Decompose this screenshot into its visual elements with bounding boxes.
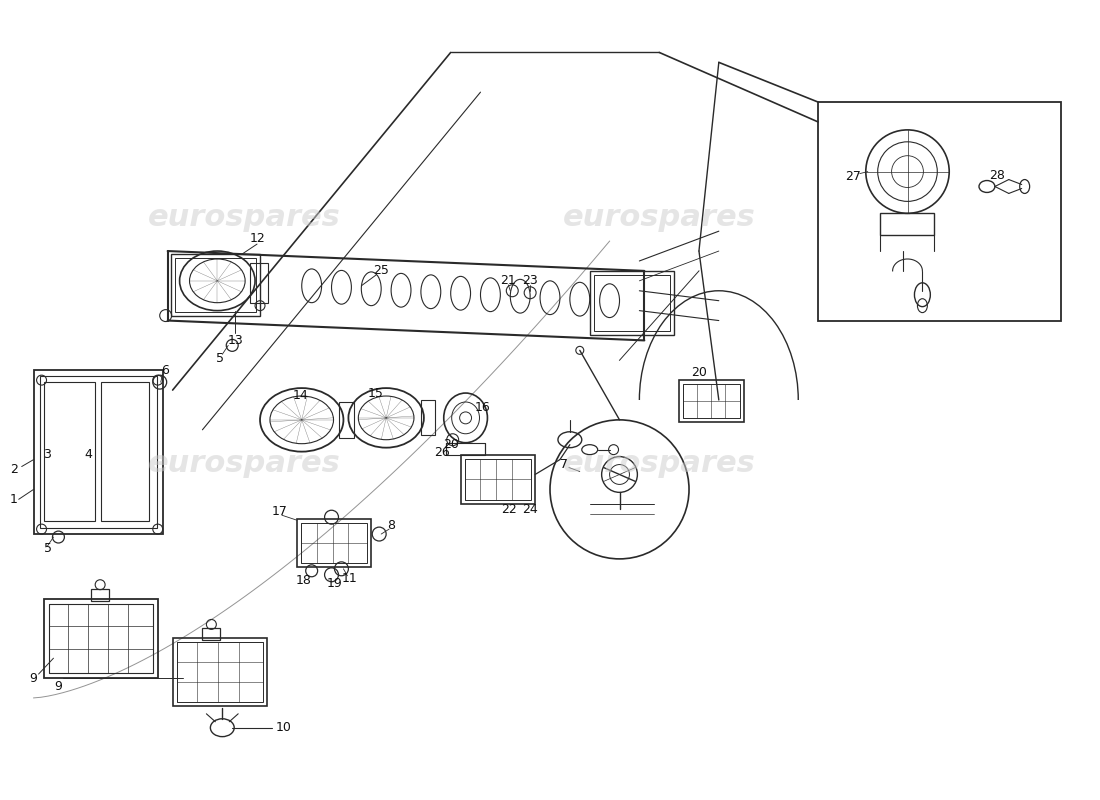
Text: 20: 20 (443, 438, 459, 451)
Bar (590, 271, 674, 335)
Bar (446, 442, 485, 454)
Text: 4: 4 (85, 448, 92, 461)
Circle shape (550, 420, 689, 559)
Text: 28: 28 (989, 169, 1004, 182)
Text: 1: 1 (10, 493, 18, 506)
Text: 14: 14 (293, 389, 309, 402)
Bar (173, 638, 267, 706)
Bar (300, 523, 367, 563)
Text: 9: 9 (30, 671, 37, 685)
Bar (34, 370, 163, 534)
Bar (464, 458, 531, 500)
Bar (594, 275, 670, 331)
Bar (250, 263, 268, 302)
Text: 12: 12 (250, 232, 265, 245)
Text: 27: 27 (845, 170, 861, 183)
Text: 5: 5 (44, 542, 52, 555)
Text: 10: 10 (276, 722, 292, 734)
Bar (40, 376, 157, 528)
Bar (679, 380, 744, 422)
Bar (175, 258, 256, 312)
Text: eurospares: eurospares (563, 449, 756, 478)
Text: 25: 25 (373, 265, 389, 278)
Bar (340, 402, 354, 438)
Text: 18: 18 (296, 574, 311, 587)
Bar (202, 629, 220, 640)
Bar (177, 642, 263, 702)
Text: eurospares: eurospares (147, 449, 341, 478)
Text: 5: 5 (217, 352, 224, 365)
Bar (683, 384, 739, 418)
Bar (461, 454, 535, 504)
Text: 7: 7 (560, 458, 568, 471)
Text: 19: 19 (327, 578, 342, 590)
Text: 11: 11 (341, 572, 358, 586)
Bar (880, 214, 934, 235)
Text: 9: 9 (55, 679, 63, 693)
Text: 6: 6 (161, 364, 168, 377)
Bar (44, 598, 157, 678)
Bar (297, 519, 372, 567)
Text: eurospares: eurospares (147, 202, 341, 232)
Text: 24: 24 (522, 502, 538, 516)
Text: eurospares: eurospares (563, 202, 756, 232)
Text: 16: 16 (474, 402, 491, 414)
Bar (170, 254, 260, 315)
Text: 21: 21 (500, 274, 516, 287)
Text: 15: 15 (367, 386, 383, 399)
Bar (421, 400, 434, 434)
Text: 3: 3 (44, 448, 52, 461)
Bar (44, 382, 96, 521)
Text: 2: 2 (10, 463, 18, 476)
Text: 26: 26 (433, 446, 450, 459)
Text: 17: 17 (272, 505, 288, 518)
Bar (91, 589, 109, 601)
Text: 20: 20 (691, 366, 707, 378)
Bar (818, 102, 1062, 321)
Bar (48, 603, 153, 673)
Text: 23: 23 (522, 274, 538, 287)
Text: 8: 8 (387, 518, 395, 532)
Text: 13: 13 (228, 334, 243, 347)
Text: 22: 22 (502, 502, 517, 516)
Bar (101, 382, 148, 521)
